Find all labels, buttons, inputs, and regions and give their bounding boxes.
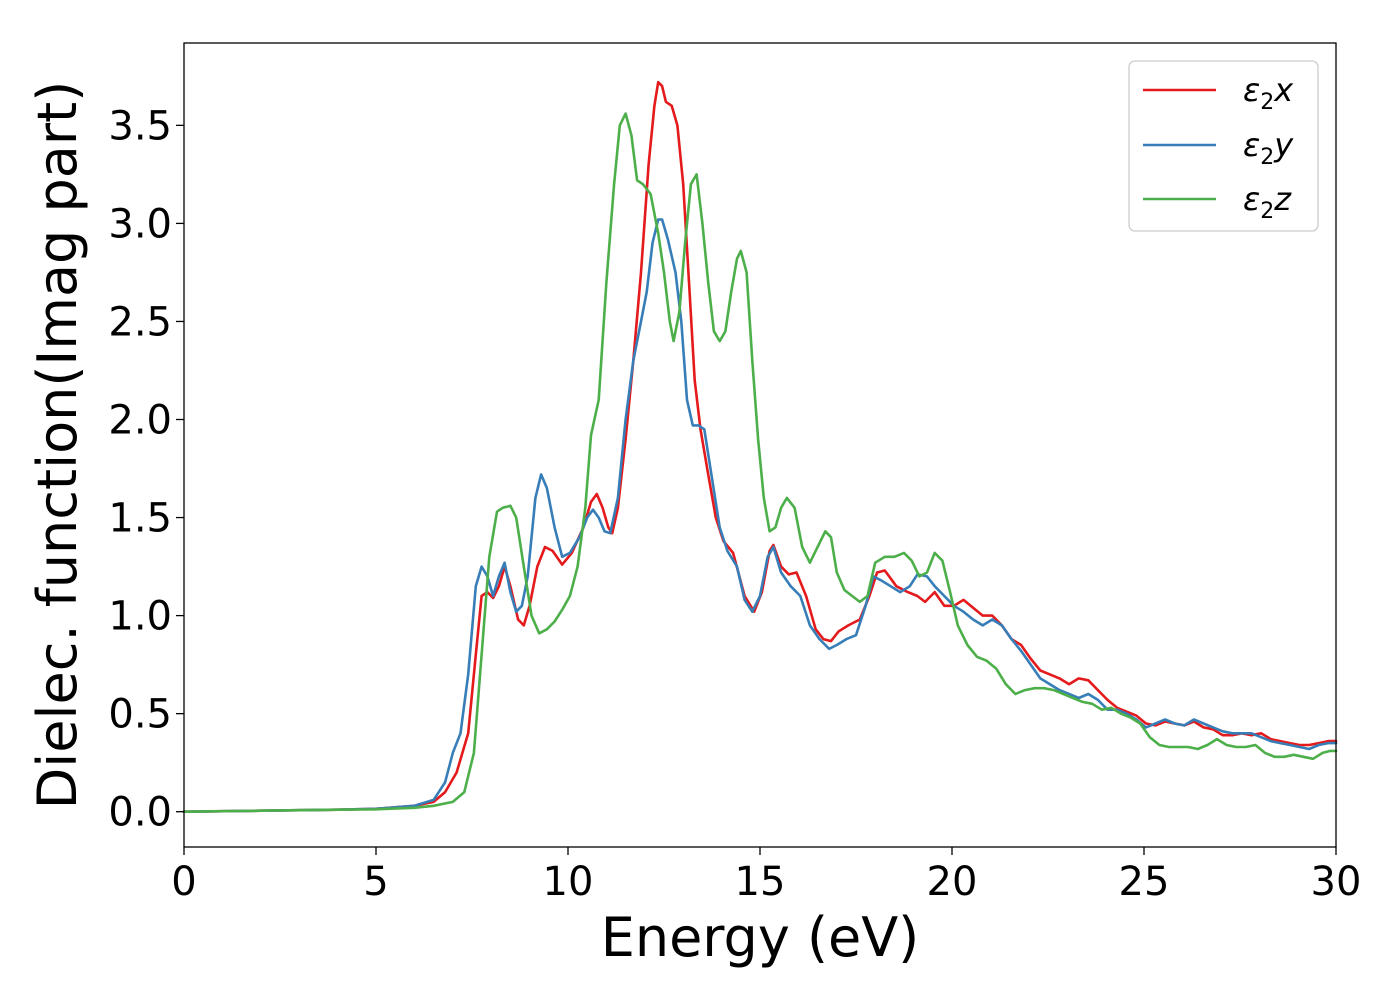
- series-lines: [182, 80, 1338, 813]
- legend-label: ε2x: [1243, 71, 1294, 115]
- legend-item-x: ε2x: [1143, 71, 1294, 115]
- legend-label: ε2y: [1243, 126, 1294, 170]
- y-tick-label: 0.0: [108, 790, 172, 836]
- legend: ε2x ε2y ε2z: [1128, 60, 1319, 232]
- y-tick-label: 1.5: [108, 496, 172, 542]
- y-tick-label: 3.0: [108, 201, 172, 247]
- x-axis-ticks: 0 5 10 15 20 25 30: [171, 847, 1361, 905]
- y-axis-ticks: 0.0 0.5 1.0 1.5 2.0 2.5 3.0 3.5: [108, 103, 184, 836]
- legend-item-z: ε2z: [1143, 180, 1292, 224]
- y-tick-label: 0.5: [108, 692, 172, 738]
- x-tick-label: 15: [735, 859, 786, 905]
- y-tick-label: 2.5: [108, 299, 172, 345]
- y-tick-label: 1.0: [108, 594, 172, 640]
- x-tick-label: 25: [1119, 859, 1170, 905]
- legend-label: ε2z: [1243, 180, 1292, 224]
- legend-frame: [1128, 60, 1319, 232]
- legend-item-y: ε2y: [1143, 126, 1294, 170]
- x-tick-label: 5: [363, 859, 388, 905]
- y-tick-label: 2.0: [108, 398, 172, 444]
- y-axis-label: Dielec. function(Imag part): [26, 81, 89, 810]
- x-tick-label: 10: [543, 859, 594, 905]
- series-line-y: [182, 218, 1338, 813]
- x-tick-label: 20: [927, 859, 978, 905]
- x-axis-label: Energy (eV): [601, 906, 920, 969]
- series-line-z: [182, 112, 1338, 813]
- y-tick-label: 3.5: [108, 103, 172, 149]
- x-tick-label: 30: [1311, 859, 1362, 905]
- series-line-x: [182, 80, 1338, 813]
- x-tick-label: 0: [171, 859, 196, 905]
